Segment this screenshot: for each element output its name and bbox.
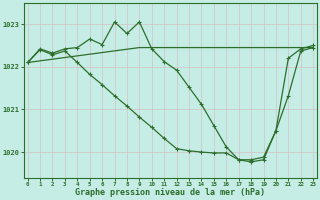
X-axis label: Graphe pression niveau de la mer (hPa): Graphe pression niveau de la mer (hPa) bbox=[76, 188, 265, 197]
